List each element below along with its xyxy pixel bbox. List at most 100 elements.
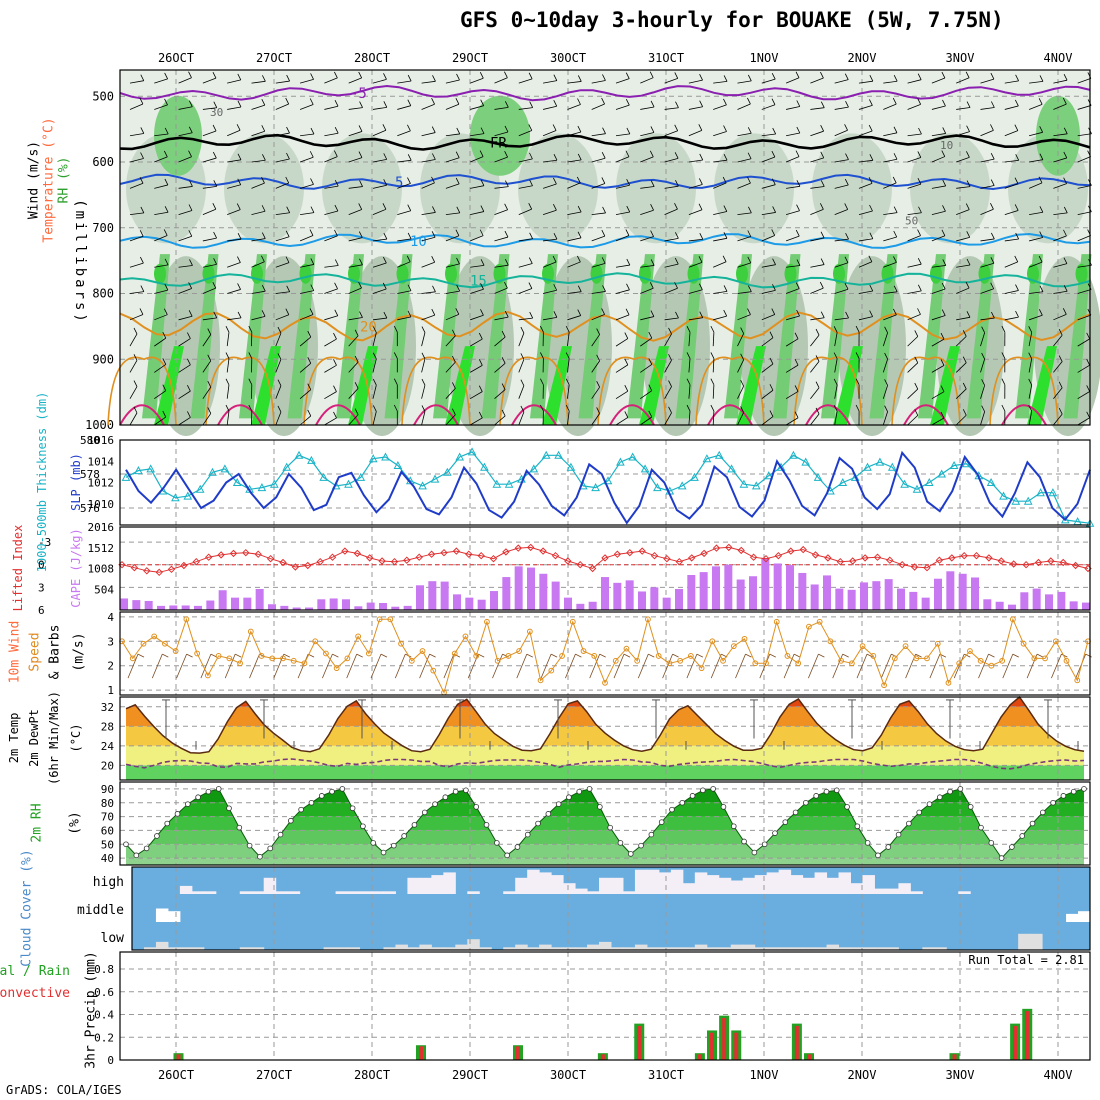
x-tick-label-top: 29OCT xyxy=(452,51,488,65)
wind-barb xyxy=(178,265,193,268)
li-point xyxy=(799,545,807,554)
wind-barb xyxy=(931,391,945,400)
wind-barb xyxy=(251,159,266,163)
wind-barb-flag xyxy=(577,205,582,213)
wind-barb-flag xyxy=(358,71,363,79)
rh-core xyxy=(736,263,748,284)
cape-bar xyxy=(428,581,437,610)
wind-barb-flag xyxy=(455,98,460,105)
wind-barb-flag xyxy=(1058,407,1063,415)
surface-wind-barb-flag xyxy=(1036,653,1044,658)
wind-barb xyxy=(299,314,314,321)
cloud-low-bar xyxy=(251,947,265,950)
wind-barb xyxy=(688,159,703,163)
cloud-low-bar xyxy=(646,947,660,950)
cloud-low-bar xyxy=(335,947,349,950)
cape-bar xyxy=(934,578,942,610)
data-point xyxy=(492,479,502,488)
axis-label-group: SLP (mb) xyxy=(69,453,83,511)
wind-barb-flag xyxy=(577,153,582,161)
cloud-high-bar xyxy=(191,891,205,894)
series-line xyxy=(125,451,1091,524)
wind-barb-flag xyxy=(940,332,945,340)
wind-barb xyxy=(494,236,509,242)
li-point xyxy=(663,554,671,563)
wind-barb-flag xyxy=(686,352,691,359)
li-point xyxy=(254,550,262,558)
wind-barb-flag xyxy=(529,232,533,239)
cloud-low-bar xyxy=(383,947,396,950)
wind-barb xyxy=(785,156,800,163)
wind-barb-flag xyxy=(796,126,801,134)
rh-point xyxy=(566,794,572,801)
wind-barb-flag xyxy=(188,126,193,133)
wind-barb xyxy=(737,103,751,110)
wind-barb-flag xyxy=(504,259,509,266)
wind-barb xyxy=(518,263,533,268)
wind-barb-flag xyxy=(504,125,509,133)
cape-bar xyxy=(897,588,905,610)
wind-barb-flag xyxy=(479,72,484,79)
wind-barb xyxy=(907,362,919,373)
rh-point xyxy=(535,820,541,827)
wind-barb xyxy=(421,332,426,347)
rh-point xyxy=(226,805,232,812)
wind-barb xyxy=(810,208,824,215)
wind-barb-flag xyxy=(917,73,922,80)
wind-barb xyxy=(956,264,971,268)
wind-barb-flag xyxy=(1015,74,1019,82)
axis-label: 2m RH xyxy=(29,803,44,842)
wind-barb-flag xyxy=(501,357,506,364)
wind-barb xyxy=(615,235,630,242)
wind-barb xyxy=(154,133,169,137)
cape-bar xyxy=(823,575,831,610)
wind-barb-flag xyxy=(334,259,339,266)
data-point xyxy=(541,450,551,459)
wind-barb-flag xyxy=(164,283,169,291)
temp-frame xyxy=(119,696,1091,781)
y-tick-label-right: 1012 xyxy=(88,477,115,490)
wind-barb-flag xyxy=(1001,352,1006,359)
axis-label-group: & Barbs xyxy=(47,625,62,680)
y-tick-label: 4 xyxy=(107,611,114,624)
surface-wind-barb xyxy=(759,653,771,679)
axis-label: 1000-500mb Thickness (dm) xyxy=(35,392,49,573)
wind-barb-flag xyxy=(528,72,533,80)
wind-barb-flag xyxy=(139,97,144,105)
wind-barb-flag xyxy=(698,124,703,131)
data-point xyxy=(294,450,304,459)
wind-barb xyxy=(348,209,362,216)
wind-barb-flag xyxy=(478,385,483,392)
wind-barb xyxy=(761,235,775,242)
data-point xyxy=(616,457,625,466)
wind-barb-flag xyxy=(504,71,508,78)
cloud-low-bar xyxy=(802,947,816,950)
wind-barb xyxy=(397,130,411,137)
data-point xyxy=(628,452,638,461)
wind-barb xyxy=(518,332,525,347)
wind-barb-flag xyxy=(1015,154,1020,161)
wind-barb xyxy=(688,358,691,373)
y-tick-label-left: 580 xyxy=(80,434,100,447)
cloud-low-bar xyxy=(934,947,947,950)
wind-barb xyxy=(348,414,359,426)
cloud-high-bar xyxy=(347,891,361,894)
wind-barb xyxy=(956,107,971,110)
cape-bar xyxy=(502,577,511,610)
wind-barb-flag xyxy=(277,405,282,413)
wind-barb-flag xyxy=(1001,378,1006,385)
cloud-low-bar xyxy=(179,947,193,950)
wind-speed-point xyxy=(816,618,823,625)
wind-barb xyxy=(275,262,290,268)
rh-point xyxy=(638,842,644,849)
data-point xyxy=(529,464,539,473)
wind-barb-flag xyxy=(1015,232,1020,240)
rh-band xyxy=(821,254,849,419)
wind-barb xyxy=(761,104,776,110)
wind-barb-flag xyxy=(771,72,776,80)
wind-barb xyxy=(275,103,289,110)
cape-bar xyxy=(329,598,338,610)
wind-barb xyxy=(372,208,387,215)
cloud-high-bar xyxy=(730,880,744,894)
wind-barb xyxy=(275,182,289,189)
